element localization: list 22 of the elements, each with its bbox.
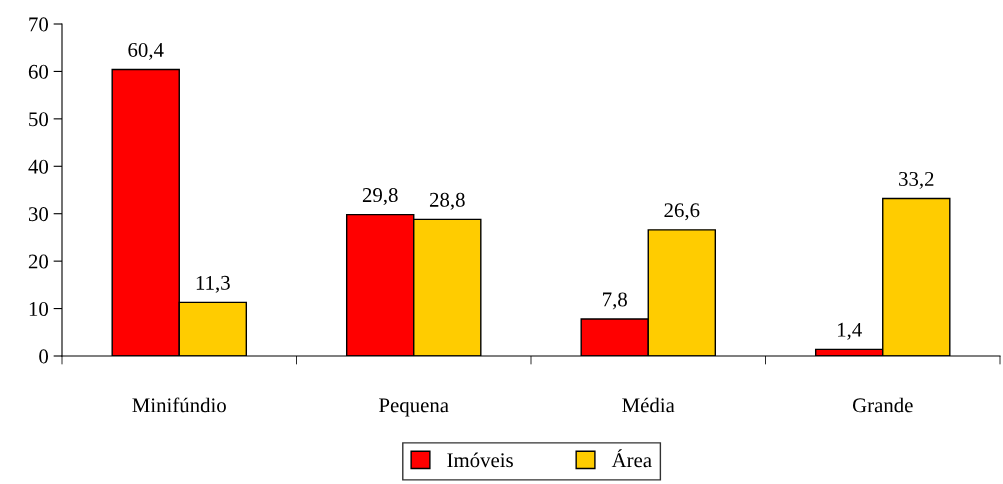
y-tick-label: 60 [28, 64, 49, 79]
y-tick-label: 0 [39, 349, 49, 364]
y-tick-label: 10 [29, 301, 49, 316]
data-label: 28,8 [429, 192, 465, 210]
x-tick-label: Pequena [379, 398, 449, 417]
y-tick-label: 30 [28, 207, 49, 222]
legend-label: Área [611, 449, 652, 468]
x-tick-label: Minifúndio [132, 397, 226, 413]
data-label: 29,8 [362, 188, 398, 206]
data-label: 1,4 [838, 322, 862, 340]
data-label: 7,8 [603, 292, 627, 310]
data-label: 33,2 [899, 171, 934, 189]
y-tick-label: 20 [28, 254, 49, 269]
x-tick-label: Média [622, 397, 675, 413]
x-tick-label: Grande [852, 397, 913, 413]
data-label: 26,6 [664, 203, 700, 221]
y-tick-label: 50 [29, 112, 49, 127]
y-tick-label: 40 [28, 159, 49, 174]
y-tick-label: 70 [29, 17, 49, 32]
data-label: 11,3 [196, 275, 230, 293]
legend-label: Imóveis [447, 452, 513, 468]
data-label: 60,4 [128, 42, 164, 60]
